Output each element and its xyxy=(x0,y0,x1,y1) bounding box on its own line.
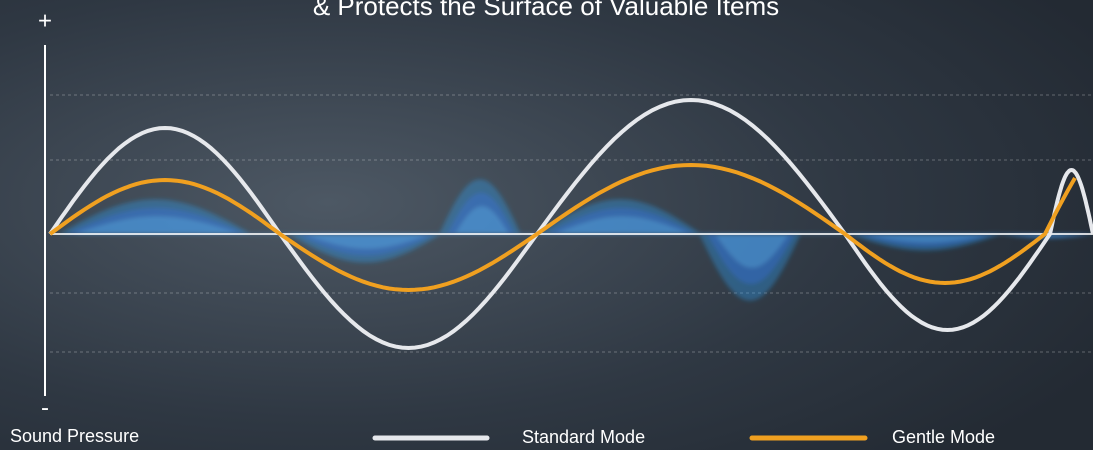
legend-label: Standard Mode xyxy=(522,427,645,447)
gentle-wave xyxy=(48,162,1077,293)
ribbon xyxy=(67,192,1088,285)
ribbon xyxy=(75,206,1082,268)
axis-plus: + xyxy=(38,7,52,34)
standard-wave xyxy=(48,97,1093,351)
axis-label: Sound Pressure xyxy=(10,426,139,446)
title: & Protects the Surface of Valuable Items xyxy=(313,0,779,21)
ribbons xyxy=(59,179,1093,301)
axis-minus: - xyxy=(41,394,49,421)
legend-label: Gentle Mode xyxy=(892,427,995,447)
